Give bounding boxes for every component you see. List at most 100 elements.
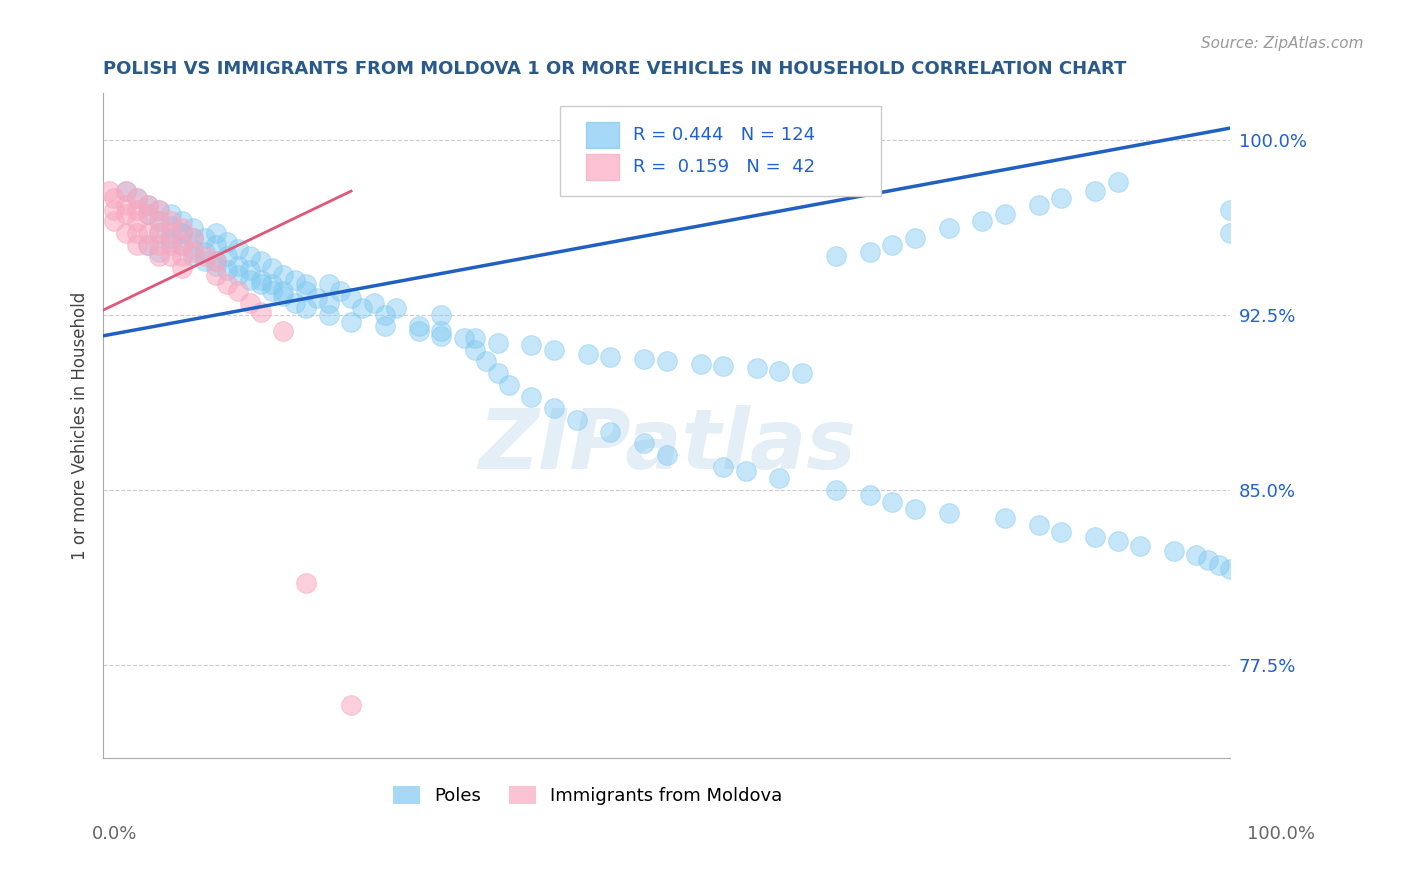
- Point: [385, 301, 408, 315]
- Point: [159, 214, 181, 228]
- Point: [938, 221, 960, 235]
- Point: [205, 226, 228, 240]
- Point: [125, 202, 148, 217]
- Point: [194, 231, 217, 245]
- Point: [1084, 530, 1107, 544]
- Point: [148, 226, 170, 240]
- Point: [565, 413, 588, 427]
- Point: [858, 487, 880, 501]
- FancyBboxPatch shape: [560, 106, 882, 196]
- Point: [340, 315, 363, 329]
- Point: [329, 285, 352, 299]
- Point: [1107, 175, 1129, 189]
- Point: [159, 219, 181, 233]
- Point: [170, 214, 193, 228]
- Point: [205, 259, 228, 273]
- Point: [882, 237, 904, 252]
- Point: [486, 335, 509, 350]
- Point: [148, 226, 170, 240]
- Point: [295, 277, 318, 292]
- Point: [1028, 517, 1050, 532]
- Point: [1219, 562, 1241, 576]
- Point: [181, 221, 204, 235]
- Point: [250, 277, 273, 292]
- Point: [1185, 548, 1208, 562]
- Point: [284, 273, 307, 287]
- Point: [318, 308, 340, 322]
- Text: 0.0%: 0.0%: [91, 825, 136, 843]
- Point: [307, 292, 329, 306]
- Point: [374, 308, 396, 322]
- Point: [295, 285, 318, 299]
- Point: [711, 459, 734, 474]
- Point: [103, 214, 125, 228]
- Point: [194, 254, 217, 268]
- Point: [239, 263, 262, 277]
- Text: POLISH VS IMMIGRANTS FROM MOLDOVA 1 OR MORE VEHICLES IN HOUSEHOLD CORRELATION CH: POLISH VS IMMIGRANTS FROM MOLDOVA 1 OR M…: [103, 60, 1126, 78]
- Point: [430, 324, 453, 338]
- Point: [745, 361, 768, 376]
- Point: [1163, 543, 1185, 558]
- Point: [114, 184, 136, 198]
- Text: 100.0%: 100.0%: [1247, 825, 1315, 843]
- Point: [136, 198, 159, 212]
- Point: [904, 501, 927, 516]
- Point: [318, 296, 340, 310]
- Point: [633, 352, 655, 367]
- Point: [599, 425, 621, 439]
- Point: [1129, 539, 1152, 553]
- Point: [1197, 553, 1219, 567]
- Point: [430, 328, 453, 343]
- Point: [170, 237, 193, 252]
- Point: [228, 268, 250, 282]
- Point: [318, 277, 340, 292]
- Point: [239, 249, 262, 263]
- Point: [148, 202, 170, 217]
- Point: [159, 226, 181, 240]
- Point: [768, 471, 790, 485]
- Point: [273, 285, 295, 299]
- Point: [374, 319, 396, 334]
- Point: [136, 237, 159, 252]
- Point: [170, 226, 193, 240]
- Point: [408, 324, 430, 338]
- Point: [136, 207, 159, 221]
- Point: [239, 296, 262, 310]
- Point: [205, 237, 228, 252]
- Point: [790, 366, 813, 380]
- Point: [599, 350, 621, 364]
- Point: [170, 261, 193, 276]
- Point: [148, 244, 170, 259]
- Point: [136, 207, 159, 221]
- Point: [170, 226, 193, 240]
- Point: [543, 401, 565, 416]
- Point: [250, 254, 273, 268]
- Point: [1084, 184, 1107, 198]
- Point: [824, 483, 846, 497]
- Bar: [585, 154, 620, 179]
- Point: [136, 226, 159, 240]
- Point: [498, 377, 520, 392]
- Point: [882, 494, 904, 508]
- Point: [205, 268, 228, 282]
- Point: [148, 237, 170, 252]
- Point: [228, 243, 250, 257]
- Point: [148, 214, 170, 228]
- Point: [114, 226, 136, 240]
- Point: [103, 202, 125, 217]
- Point: [228, 259, 250, 273]
- Text: ZIPatlas: ZIPatlas: [478, 405, 856, 486]
- Point: [148, 249, 170, 263]
- Point: [352, 301, 374, 315]
- Point: [136, 237, 159, 252]
- Point: [170, 249, 193, 263]
- Point: [181, 243, 204, 257]
- Point: [181, 231, 204, 245]
- Point: [633, 436, 655, 450]
- Point: [125, 191, 148, 205]
- Point: [768, 364, 790, 378]
- Point: [543, 343, 565, 357]
- Point: [340, 292, 363, 306]
- Point: [217, 263, 239, 277]
- Point: [1208, 558, 1230, 572]
